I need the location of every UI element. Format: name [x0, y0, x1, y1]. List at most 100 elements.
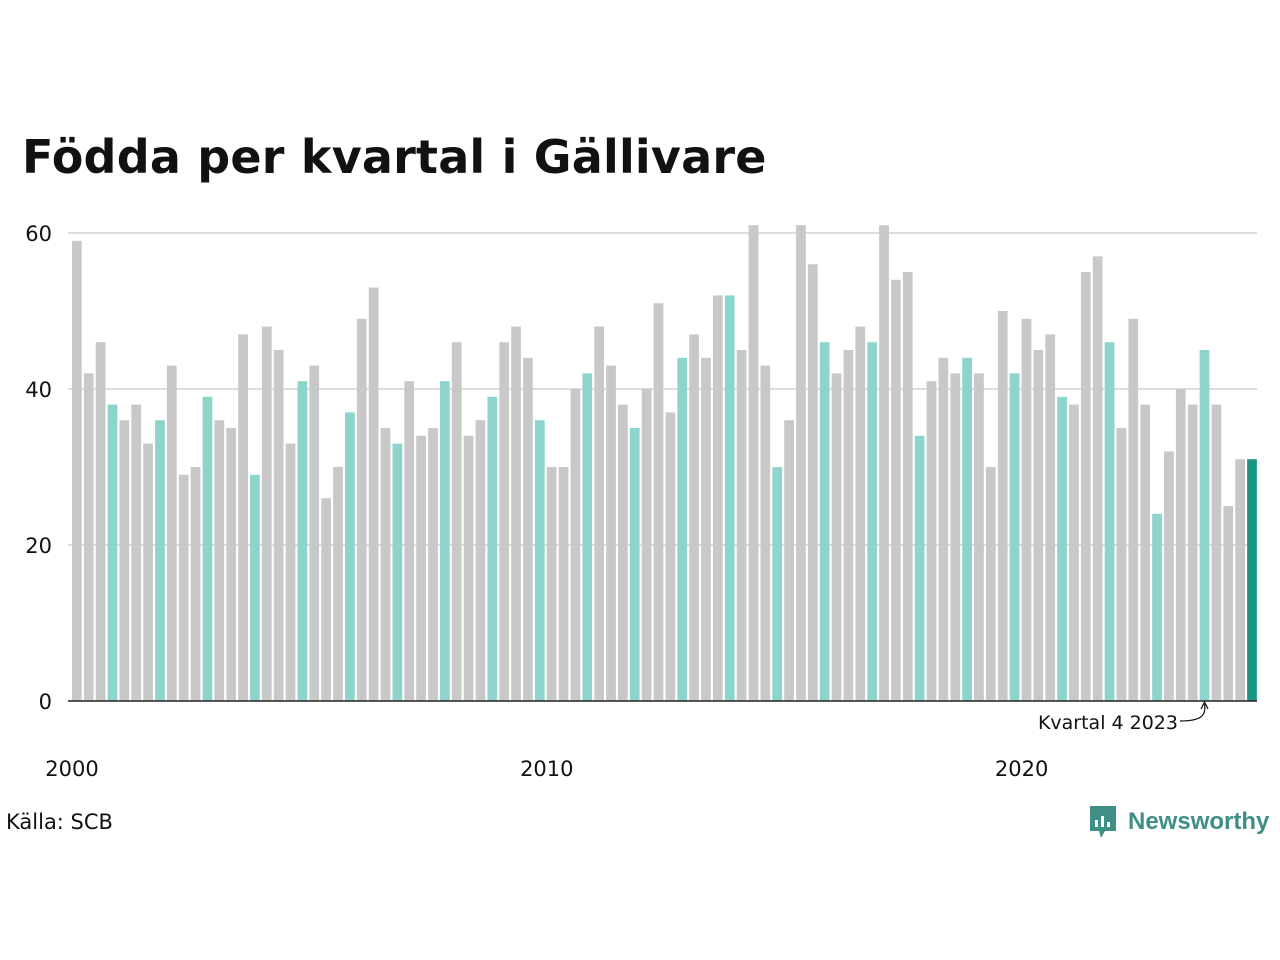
bar	[1069, 404, 1079, 701]
bar	[1235, 459, 1245, 701]
bar	[155, 420, 165, 701]
bar	[451, 342, 462, 701]
bar	[1104, 342, 1115, 701]
bar	[807, 264, 818, 701]
bar	[712, 295, 723, 701]
bar	[641, 389, 652, 701]
bar	[689, 334, 699, 701]
bar	[1021, 318, 1032, 701]
bar	[95, 342, 106, 701]
bar	[107, 404, 118, 701]
bar	[463, 435, 474, 701]
bar	[119, 420, 130, 701]
bar	[428, 428, 438, 701]
bar	[867, 342, 878, 701]
bar	[819, 342, 830, 701]
bar	[143, 443, 153, 701]
bar	[1175, 389, 1186, 701]
bar	[250, 474, 260, 701]
x-tick-label: 2020	[995, 757, 1048, 781]
bar	[523, 357, 533, 701]
bar	[1057, 396, 1067, 701]
bar	[416, 435, 426, 701]
bar	[1187, 404, 1198, 701]
bar	[1128, 318, 1139, 701]
bar	[1211, 404, 1222, 701]
annotation-arrowhead	[1200, 700, 1209, 710]
bars	[72, 225, 1257, 702]
bar	[1152, 513, 1162, 701]
bar	[1033, 350, 1044, 701]
bar	[1116, 428, 1127, 701]
bar	[345, 412, 355, 701]
newsworthy-logo: Newsworthy	[1088, 803, 1269, 841]
axes: 0 20 40 60 2000 2010 2020	[25, 222, 1257, 781]
bar	[333, 467, 343, 701]
bar	[974, 373, 984, 701]
bar	[392, 443, 403, 701]
bar	[1247, 459, 1257, 701]
bar	[831, 373, 842, 701]
bar	[570, 389, 581, 701]
y-tick-label: 60	[25, 222, 52, 246]
annotation: Kvartal 4 2023	[1038, 700, 1209, 734]
bar	[606, 365, 616, 701]
bar	[914, 435, 925, 701]
bar	[629, 428, 640, 701]
x-tick-label: 2000	[45, 757, 98, 781]
bar	[83, 373, 94, 701]
bar	[724, 295, 735, 701]
bar	[1199, 350, 1210, 701]
bar	[368, 287, 379, 701]
y-tick-label: 40	[25, 378, 52, 402]
bar	[879, 225, 889, 701]
source-label: Källa: SCB	[6, 810, 113, 834]
y-tick-label: 20	[25, 534, 52, 558]
bar	[1045, 334, 1056, 701]
bar	[594, 326, 605, 701]
bar	[843, 350, 854, 701]
bar	[618, 404, 628, 701]
bar	[748, 225, 759, 701]
bar	[902, 272, 913, 701]
bar	[677, 357, 688, 701]
bar	[226, 428, 237, 701]
bar	[926, 381, 937, 701]
bar	[261, 326, 272, 701]
bar	[997, 311, 1008, 701]
bar	[404, 381, 415, 701]
bar	[131, 404, 142, 701]
bar	[475, 420, 486, 701]
bar	[796, 225, 806, 701]
bar	[1164, 451, 1174, 701]
y-tick-label: 0	[39, 690, 52, 714]
annotation-label: Kvartal 4 2023	[1038, 712, 1178, 734]
annotation-arrow	[1179, 703, 1206, 722]
bar	[238, 334, 248, 701]
bar	[1092, 256, 1103, 701]
bar	[297, 381, 308, 701]
newsworthy-logo-text: Newsworthy	[1128, 808, 1270, 835]
bar	[736, 350, 747, 701]
bar	[202, 396, 213, 701]
bar	[439, 381, 450, 701]
bar	[1223, 506, 1234, 701]
bar	[855, 326, 866, 701]
bar	[273, 350, 284, 701]
bar	[1080, 272, 1091, 701]
bar	[760, 365, 771, 701]
bar	[1009, 373, 1020, 701]
bar	[380, 428, 391, 701]
bar	[950, 373, 961, 701]
bar	[938, 357, 949, 701]
bar	[558, 467, 569, 701]
bar	[665, 412, 676, 701]
bar	[701, 357, 711, 701]
bar	[784, 420, 794, 701]
chart-title: Födda per kvartal i Gällivare	[22, 130, 767, 184]
bar	[534, 420, 545, 701]
bar	[653, 303, 664, 701]
x-tick-label: 2010	[520, 757, 573, 781]
bar	[190, 467, 201, 701]
